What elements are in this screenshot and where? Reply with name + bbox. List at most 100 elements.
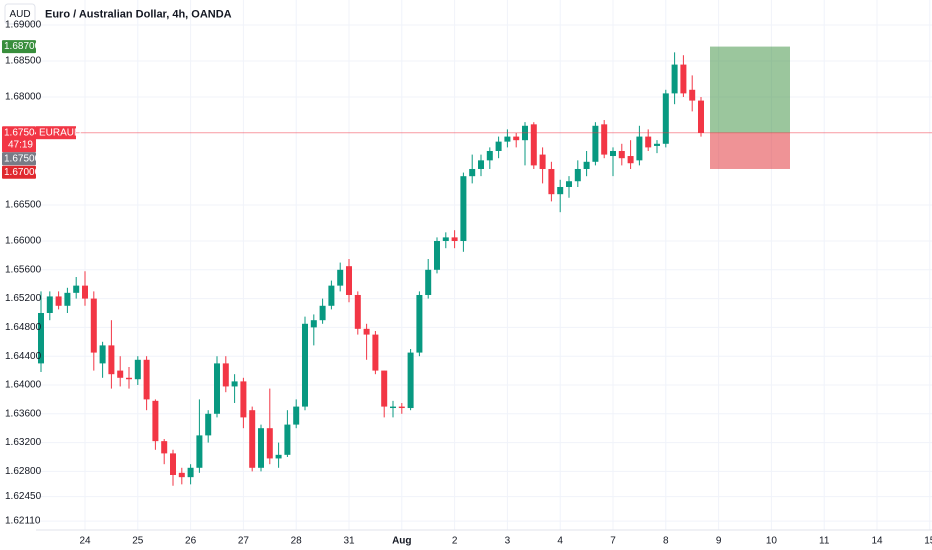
candle-body — [645, 136, 652, 148]
candle-body — [548, 168, 555, 195]
candle-body — [284, 424, 291, 455]
candle-body — [258, 428, 264, 468]
y-tick-label: 1.62800 — [5, 466, 42, 477]
currency-button[interactable] — [4, 3, 36, 25]
y-tick-label: 1.62450 — [5, 491, 42, 502]
loss-zone — [710, 132, 790, 169]
candle-body — [354, 294, 361, 329]
candle-body — [662, 93, 669, 144]
x-tick-label: 25 — [132, 536, 144, 547]
candle-body — [143, 359, 150, 400]
y-tick-label: 1.63200 — [5, 437, 42, 448]
grid — [36, 0, 932, 530]
candle-body — [539, 154, 546, 169]
y-tick-label: 1.68500 — [5, 56, 42, 67]
candle-body — [38, 312, 44, 364]
current-price-tag — [2, 126, 36, 153]
candle-body — [134, 359, 141, 380]
y-tick-label: 1.65200 — [5, 293, 42, 304]
candle-body — [337, 269, 344, 286]
target-tag-label: 1.68700 — [4, 41, 41, 52]
y-tick-label: 1.62110 — [5, 516, 41, 527]
y-tick-label: 1.64400 — [5, 351, 42, 362]
candle-body — [636, 136, 643, 161]
candle-body — [566, 181, 572, 187]
entry-tag-label: 1.67500 — [4, 153, 41, 164]
candle-body — [73, 285, 80, 293]
candle-body — [469, 168, 476, 177]
y-tick-label: 1.63600 — [5, 408, 42, 419]
candle-body — [372, 334, 379, 371]
profit-zone — [710, 46, 790, 133]
currency[interactable]: AUD — [9, 9, 30, 20]
candle-body — [161, 441, 168, 454]
candle-body — [90, 298, 97, 353]
candle-body — [486, 150, 493, 161]
candle-body — [460, 176, 467, 241]
x-tick-label: 31 — [343, 536, 355, 547]
y-tick-label: 1.69000 — [5, 20, 42, 31]
candle-body — [275, 454, 282, 459]
candle-body — [557, 186, 564, 195]
candle-body — [46, 296, 53, 313]
candle-body — [601, 124, 608, 155]
x-tick-label: 3 — [505, 536, 511, 547]
x-tick-label: 9 — [716, 536, 722, 547]
candle-body — [451, 237, 458, 241]
candle-body — [328, 285, 335, 306]
chart-title: Euro / Australian Dollar, 4h, OANDA — [45, 8, 232, 20]
candle-body — [319, 305, 326, 321]
candle-body — [310, 320, 317, 328]
candle-body — [407, 352, 414, 409]
candle-body — [99, 345, 106, 364]
y-tick-label: 1.68000 — [5, 92, 42, 103]
candle-body — [266, 428, 273, 459]
x-tick-label: 15 — [924, 536, 932, 547]
candle-body — [680, 64, 687, 94]
candle-body — [64, 292, 71, 306]
countdown: 47:19 — [8, 139, 33, 150]
candle-body — [82, 285, 88, 299]
symbol-label: EURAUD — [39, 127, 81, 138]
candle-body — [231, 381, 238, 387]
x-tick-label: Aug — [392, 536, 411, 547]
y-tick-label: 1.64000 — [5, 380, 42, 391]
x-tick-label: 27 — [238, 536, 250, 547]
candle-body — [698, 100, 704, 133]
y-tick-label: 1.66000 — [5, 236, 42, 247]
candle-body — [178, 472, 185, 478]
candle-body — [152, 400, 159, 442]
candle-body — [390, 406, 396, 409]
x-tick-label: 2 — [452, 536, 458, 547]
candle-body — [574, 168, 581, 182]
candle-body — [583, 161, 590, 169]
candle-body — [442, 237, 449, 241]
candle-body — [495, 141, 502, 151]
candle-body — [117, 370, 124, 378]
candle-body — [293, 406, 300, 425]
candle-body — [187, 467, 194, 478]
x-tick-label: 11 — [819, 536, 830, 547]
x-tick-label: 7 — [610, 536, 616, 547]
candle-body — [654, 143, 660, 146]
candle-body — [434, 240, 440, 270]
candle-body — [689, 89, 696, 101]
candle-body — [416, 294, 423, 353]
target-tag — [2, 40, 36, 54]
candle-body — [478, 160, 484, 169]
candle-body — [240, 381, 247, 418]
y-tick-label: 1.66500 — [5, 200, 42, 211]
x-tick-label: 24 — [79, 536, 91, 547]
candle-body — [346, 266, 352, 295]
x-tick-label: 26 — [185, 536, 197, 547]
candle-body — [196, 435, 203, 468]
x-tick-label: 28 — [291, 536, 303, 547]
candle-body — [222, 363, 229, 387]
candle-body — [381, 370, 388, 407]
time-axis — [0, 530, 932, 550]
y-tick-label: 1.64800 — [5, 322, 42, 333]
current-price-label: 1.67504 — [4, 127, 41, 138]
candle-body — [108, 345, 115, 375]
